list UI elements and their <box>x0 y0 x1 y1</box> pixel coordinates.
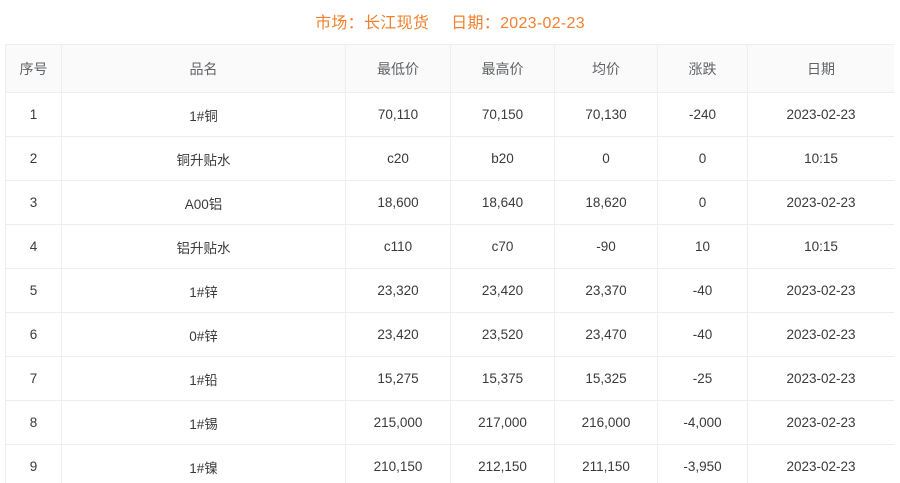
cell-avg: 23,470 <box>554 312 658 357</box>
quote-date-label: 日期：2023-02-23 <box>451 15 585 32</box>
column-header-index[interactable]: 序号 <box>5 44 62 93</box>
cell-date: 2023-02-23 <box>747 268 894 313</box>
cell-change: 0 <box>657 180 748 225</box>
cell-name: 1#铜 <box>61 92 346 137</box>
cell-change: 10 <box>657 224 748 269</box>
cell-low: 23,320 <box>345 268 451 313</box>
market-label: 市场：长江现货 <box>315 15 430 32</box>
cell-index: 1 <box>5 92 62 137</box>
cell-high: 212,150 <box>450 444 555 483</box>
table-row[interactable]: 7 1#铅 15,275 15,375 15,325 -25 2023-02-23 <box>5 356 894 401</box>
table-body: 1 1#铜 70,110 70,150 70,130 -240 2023-02-23 2 铜升贴… <box>5 92 894 483</box>
cell-avg: 23,370 <box>554 268 658 313</box>
cell-low: 23,420 <box>345 312 451 357</box>
cell-change: -25 <box>657 356 748 401</box>
cell-avg: 0 <box>554 136 658 181</box>
cell-index: 5 <box>5 268 62 313</box>
cell-avg: 18,620 <box>554 180 658 225</box>
table-header: 序号 品名 最低价 最高价 均价 涨跌 日期 <box>5 44 894 93</box>
cell-avg: 211,150 <box>554 444 658 483</box>
cell-high: 18,640 <box>450 180 555 225</box>
cell-high: 15,375 <box>450 356 555 401</box>
cell-index: 4 <box>5 224 62 269</box>
table-row[interactable]: 5 1#锌 23,320 23,420 23,370 -40 2023-02-23 <box>5 268 894 313</box>
cell-low: 15,275 <box>345 356 451 401</box>
table-row[interactable]: 3 A00铝 18,600 18,640 18,620 0 2023-02-23 <box>5 180 894 225</box>
column-header-name[interactable]: 品名 <box>61 44 346 93</box>
price-table: 序号 品名 最低价 最高价 均价 涨跌 日期 1 1#铜 70,110 70,150 7… <box>5 44 894 483</box>
cell-low: 70,110 <box>345 92 451 137</box>
cell-index: 9 <box>5 444 62 483</box>
cell-change: -40 <box>657 268 748 313</box>
cell-name: A00铝 <box>61 180 346 225</box>
cell-high: 70,150 <box>450 92 555 137</box>
cell-date: 2023-02-23 <box>747 180 894 225</box>
cell-date: 2023-02-23 <box>747 92 894 137</box>
column-header-change[interactable]: 涨跌 <box>657 44 748 93</box>
cell-high: 23,420 <box>450 268 555 313</box>
table-row[interactable]: 2 铜升贴水 c20 b20 0 0 10:15 <box>5 136 894 181</box>
cell-low: 210,150 <box>345 444 451 483</box>
column-header-avg[interactable]: 均价 <box>554 44 658 93</box>
cell-avg: 15,325 <box>554 356 658 401</box>
cell-low: 215,000 <box>345 400 451 445</box>
cell-change: -240 <box>657 92 748 137</box>
cell-index: 3 <box>5 180 62 225</box>
page-title: 市场：长江现货 日期：2023-02-23 <box>0 0 900 42</box>
cell-change: -4,000 <box>657 400 748 445</box>
cell-high: c70 <box>450 224 555 269</box>
cell-date: 2023-02-23 <box>747 356 894 401</box>
cell-index: 8 <box>5 400 62 445</box>
column-header-low[interactable]: 最低价 <box>345 44 451 93</box>
cell-name: 1#铅 <box>61 356 346 401</box>
cell-name: 1#锌 <box>61 268 346 313</box>
cell-index: 7 <box>5 356 62 401</box>
cell-low: c20 <box>345 136 451 181</box>
column-header-high[interactable]: 最高价 <box>450 44 555 93</box>
cell-high: 217,000 <box>450 400 555 445</box>
cell-index: 2 <box>5 136 62 181</box>
cell-high: b20 <box>450 136 555 181</box>
cell-change: -40 <box>657 312 748 357</box>
cell-change: 0 <box>657 136 748 181</box>
table-row[interactable]: 8 1#锡 215,000 217,000 216,000 -4,000 2023-02-2… <box>5 400 894 445</box>
table-row[interactable]: 9 1#镍 210,150 212,150 211,150 -3,950 2023-02-2… <box>5 444 894 483</box>
cell-change: -3,950 <box>657 444 748 483</box>
table-header-row: 序号 品名 最低价 最高价 均价 涨跌 日期 <box>5 44 894 93</box>
cell-avg: 216,000 <box>554 400 658 445</box>
price-table-container: 序号 品名 最低价 最高价 均价 涨跌 日期 1 1#铜 70,110 70,150 7… <box>5 44 894 483</box>
cell-name: 1#镍 <box>61 444 346 483</box>
cell-avg: -90 <box>554 224 658 269</box>
cell-date: 2023-02-23 <box>747 400 894 445</box>
cell-low: 18,600 <box>345 180 451 225</box>
cell-name: 1#锡 <box>61 400 346 445</box>
cell-date: 2023-02-23 <box>747 444 894 483</box>
cell-name: 铝升贴水 <box>61 224 346 269</box>
cell-avg: 70,130 <box>554 92 658 137</box>
cell-date: 10:15 <box>747 136 894 181</box>
cell-low: c110 <box>345 224 451 269</box>
cell-date: 2023-02-23 <box>747 312 894 357</box>
cell-date: 10:15 <box>747 224 894 269</box>
cell-index: 6 <box>5 312 62 357</box>
cell-high: 23,520 <box>450 312 555 357</box>
table-row[interactable]: 4 铝升贴水 c110 c70 -90 10 10:15 <box>5 224 894 269</box>
cell-name: 铜升贴水 <box>61 136 346 181</box>
column-header-date[interactable]: 日期 <box>747 44 894 93</box>
table-row[interactable]: 1 1#铜 70,110 70,150 70,130 -240 2023-02-23 <box>5 92 894 137</box>
cell-name: 0#锌 <box>61 312 346 357</box>
table-row[interactable]: 6 0#锌 23,420 23,520 23,470 -40 2023-02-23 <box>5 312 894 357</box>
